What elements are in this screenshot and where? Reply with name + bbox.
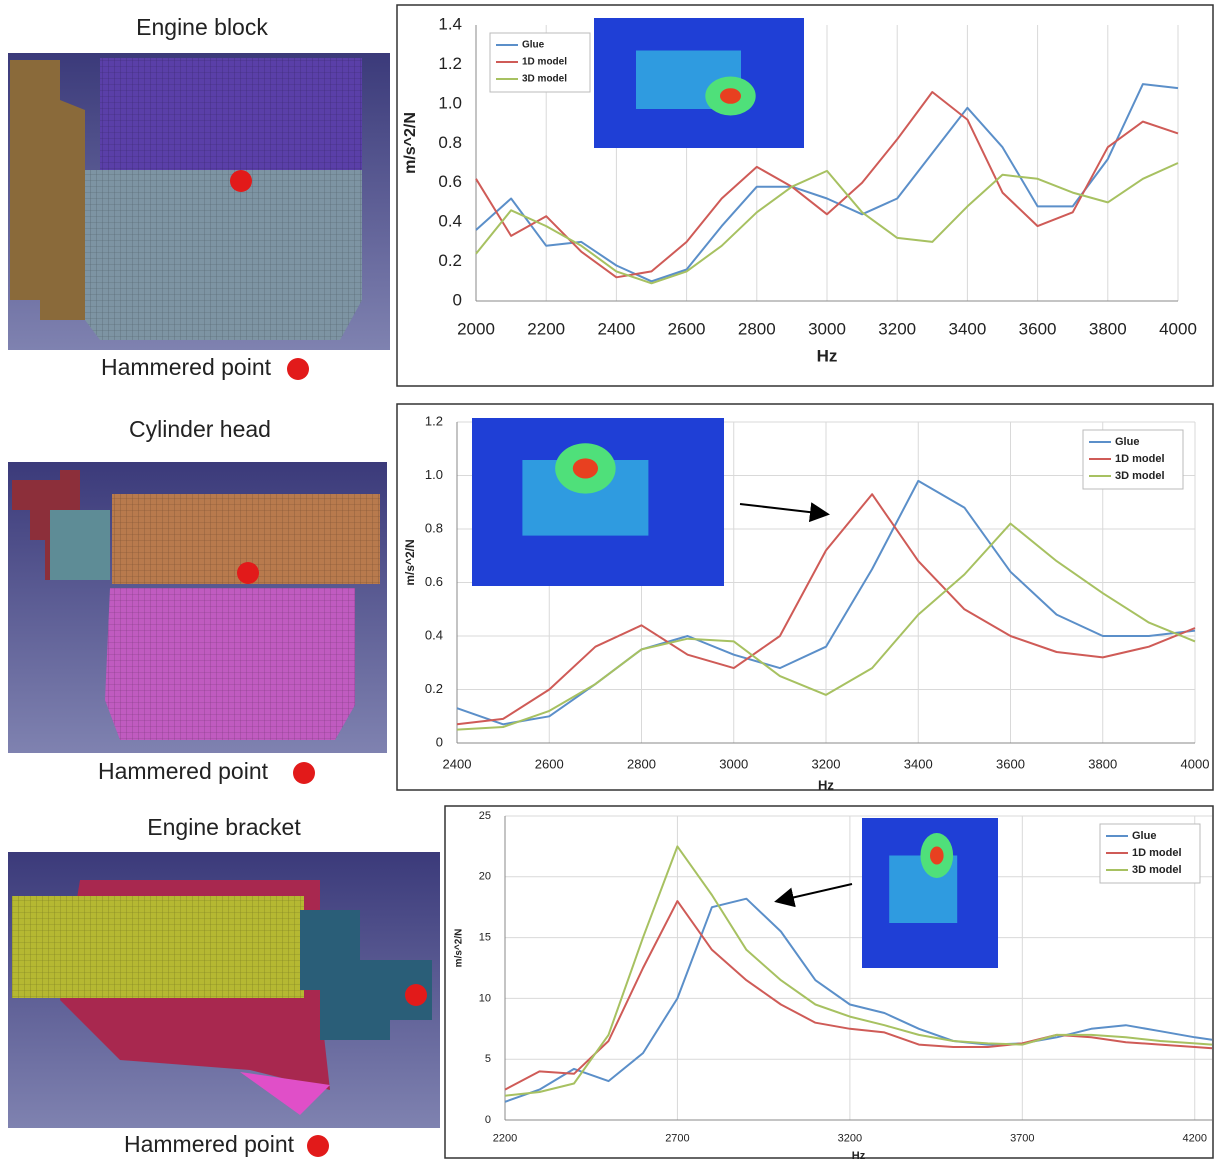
y-tick-label: 0	[436, 734, 443, 749]
legend-label: Glue	[1132, 830, 1156, 842]
y-tick-label: 1.0	[438, 93, 462, 112]
legend-label: 3D model	[1115, 470, 1165, 482]
y-tick-label: 15	[479, 932, 491, 944]
y-tick-label: 10	[479, 992, 491, 1004]
x-tick-label: 3200	[812, 757, 841, 772]
x-tick-label: 3800	[1088, 757, 1117, 772]
panel-title: Cylinder head	[129, 416, 271, 442]
y-tick-label: 1.2	[425, 413, 443, 428]
x-tick-label: 3700	[1010, 1133, 1034, 1145]
panel-caption: Hammered point	[101, 354, 272, 380]
x-axis-label: Hz	[817, 347, 838, 366]
x-tick-label: 4000	[1159, 319, 1197, 338]
x-tick-label: 2000	[457, 319, 495, 338]
panel-title: Engine block	[136, 14, 268, 40]
fe-inset-image	[472, 418, 724, 586]
x-tick-label: 3800	[1089, 319, 1127, 338]
y-axis-label: m/s^2/N	[402, 112, 419, 174]
chart: 0 0.2 0.4 0.6 0.8 1.0 1.2 1.4 2000 2200 2400 2600 28…	[397, 5, 1213, 386]
panel-caption: Hammered point	[98, 758, 269, 784]
legend-label: 1D model	[1132, 847, 1182, 859]
y-tick-label: 1.2	[438, 54, 462, 73]
y-tick-label: 0.6	[425, 574, 443, 589]
legend-label: 3D model	[1132, 864, 1182, 876]
y-tick-label: 20	[479, 871, 491, 883]
x-tick-label: 2700	[665, 1133, 689, 1145]
y-tick-label: 0	[453, 290, 462, 309]
inset-peak	[720, 88, 741, 104]
x-axis-label: Hz	[818, 777, 834, 792]
x-tick-label: 2600	[668, 319, 706, 338]
x-tick-label: 2200	[527, 319, 565, 338]
legend-label: 1D model	[522, 57, 567, 68]
y-tick-label: 5	[485, 1053, 491, 1065]
legend-label: 1D model	[1115, 453, 1165, 465]
x-tick-label: 2200	[493, 1133, 517, 1145]
hammer-marker	[307, 1135, 329, 1157]
chart: 0 5 10 15 20 25 2200 2700 3200 3700 4200 Hz m/s^2/N G…	[445, 806, 1213, 1160]
x-tick-label: 3600	[996, 757, 1025, 772]
y-tick-label: 0.8	[438, 133, 462, 152]
x-tick-label: 2800	[738, 319, 776, 338]
fe-inset-image	[594, 18, 804, 148]
legend-label: Glue	[1115, 436, 1139, 448]
legend-label: 3D model	[522, 74, 567, 85]
y-tick-label: 0	[485, 1114, 491, 1126]
x-tick-label: 3000	[719, 757, 748, 772]
fe-inset-image	[862, 818, 998, 968]
x-tick-label: 4000	[1181, 757, 1210, 772]
panel-title: Engine bracket	[147, 814, 301, 840]
y-tick-label: 1.4	[438, 14, 462, 33]
inset-peak	[573, 458, 598, 478]
x-tick-label: 3400	[948, 319, 986, 338]
y-axis-label: m/s^2/N	[454, 929, 465, 968]
engine-block-image	[8, 53, 390, 350]
x-tick-label: 3000	[808, 319, 846, 338]
figure: Engine block Hammered point Cylinder head H…	[0, 0, 1216, 1160]
y-tick-label: 0.6	[438, 172, 462, 191]
hammer-marker	[293, 762, 315, 784]
y-tick-label: 0.8	[425, 520, 443, 535]
legend-label: Glue	[522, 40, 545, 51]
x-tick-label: 4200	[1183, 1133, 1207, 1145]
x-axis-label: Hz	[852, 1150, 866, 1160]
hammer-marker	[287, 358, 309, 380]
x-tick-label: 3200	[878, 319, 916, 338]
cylinder-head-image	[8, 462, 387, 753]
x-tick-label: 2800	[627, 757, 656, 772]
y-tick-label: 0.4	[425, 627, 443, 642]
page: {"panels": [ {"title": "Engine block", "…	[0, 0, 1216, 1160]
y-axis-label: m/s^2/N	[403, 539, 417, 585]
engine-bracket-image	[8, 852, 440, 1128]
panel-caption: Hammered point	[124, 1131, 295, 1157]
y-tick-label: 0.4	[438, 212, 462, 231]
x-tick-label: 2400	[597, 319, 635, 338]
y-tick-label: 1.0	[425, 467, 443, 482]
x-tick-label: 2600	[535, 757, 564, 772]
chart-frame	[445, 806, 1213, 1158]
inset-peak	[930, 847, 944, 865]
x-tick-label: 3200	[838, 1133, 862, 1145]
x-tick-label: 3400	[904, 757, 933, 772]
x-tick-label: 3600	[1019, 319, 1057, 338]
y-tick-label: 0.2	[425, 681, 443, 696]
x-tick-label: 2400	[443, 757, 472, 772]
y-tick-label: 0.2	[438, 251, 462, 270]
y-tick-label: 25	[479, 810, 491, 822]
